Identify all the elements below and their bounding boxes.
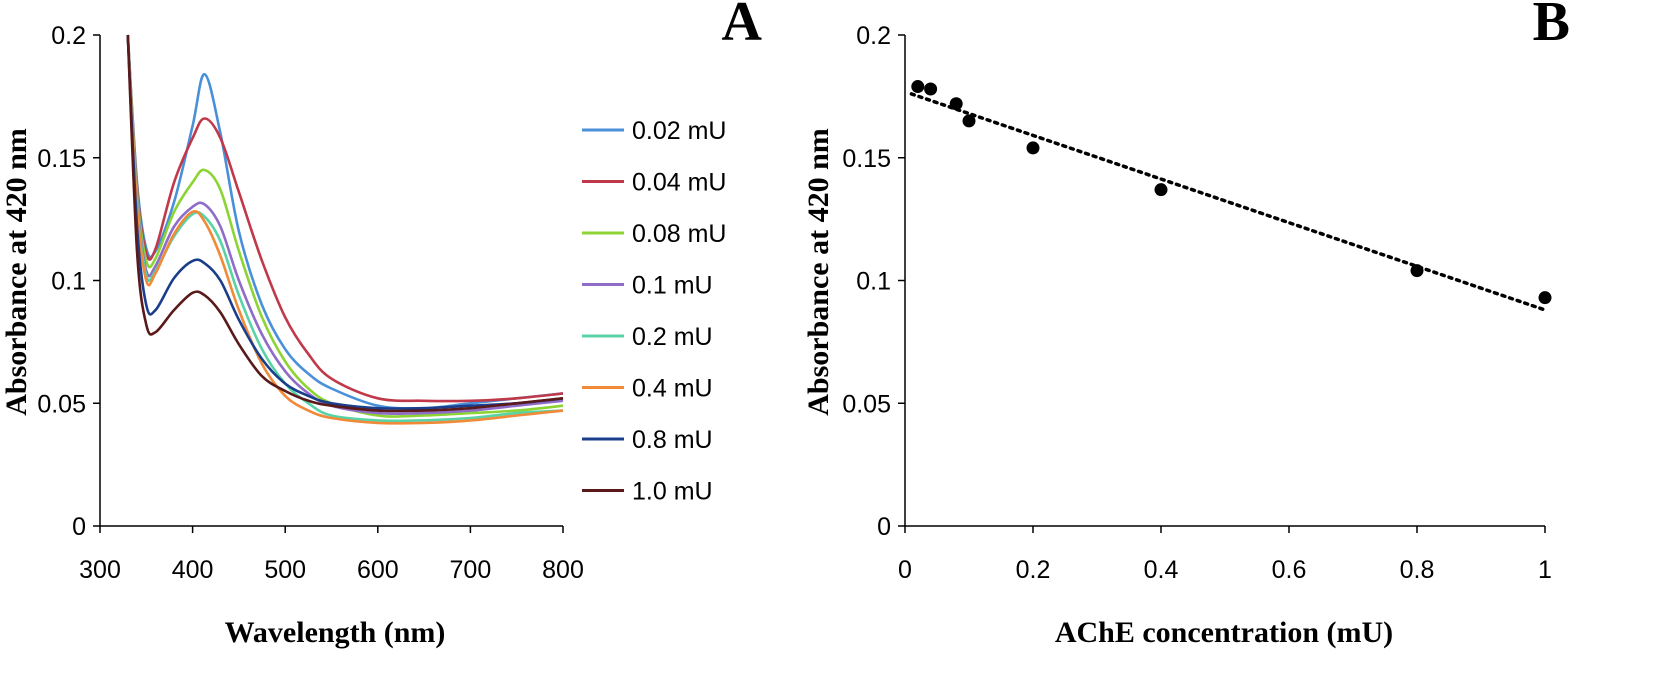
panel-a-legend: 0.02 mU 0.04 mU 0.08 mU 0.1 mU 0.2 mU 0.4 mU 0… xyxy=(582,117,726,506)
panel-a-x-tick-label: 300 xyxy=(79,556,121,584)
legend-label: 0.08 mU xyxy=(632,220,726,248)
data-point xyxy=(962,114,976,128)
panel-b-label: B xyxy=(1533,0,1570,53)
data-point xyxy=(1154,183,1168,197)
panel-a-series-lines xyxy=(126,34,564,425)
panel-b-y-tick-label: 0.15 xyxy=(842,145,891,173)
data-point xyxy=(1026,141,1040,155)
panel-a-x-tick-label: 700 xyxy=(450,556,492,584)
panel-b-y-tick-label: 0.1 xyxy=(856,268,891,296)
data-point xyxy=(911,80,925,94)
series-line-0-08-mU xyxy=(126,34,564,418)
series-line-1-0-mU xyxy=(126,34,564,413)
panel-a-y-tick-label: 0.1 xyxy=(51,268,86,296)
panel-b-trendline-group xyxy=(909,92,1547,312)
panel-b-x-tick-label: 0.8 xyxy=(1400,556,1435,584)
panel-a: A 0 0.05 0.1 0.15 0.2 300 400 500 600 700 800 0.0… xyxy=(0,0,763,649)
panel-b-y-axis-title: Absorbance at 420 nm xyxy=(802,128,835,416)
series-line-0-4-mU xyxy=(126,34,564,425)
legend-label: 0.1 mU xyxy=(632,272,713,300)
panel-a-x-axis-title: Wavelength (nm) xyxy=(225,616,446,649)
legend-label: 0.8 mU xyxy=(632,426,713,454)
panel-a-x-tick-label: 400 xyxy=(172,556,214,584)
legend-label: 0.4 mU xyxy=(632,375,713,403)
panel-b-x-tick-label: 0 xyxy=(898,556,912,584)
panel-b-x-tick-label: 0.2 xyxy=(1016,556,1051,584)
panel-b-points xyxy=(911,80,1552,305)
trendline xyxy=(909,92,1547,312)
series-line-0-1-mU xyxy=(126,34,564,416)
panel-b-x-tick-label: 0.6 xyxy=(1272,556,1307,584)
panel-a-x-tick-label: 600 xyxy=(357,556,399,584)
panel-b-x-tick-label: 0.4 xyxy=(1144,556,1179,584)
panel-b-y-ticks: 0 0.05 0.1 0.15 0.2 xyxy=(842,22,905,541)
legend-label: 0.2 mU xyxy=(632,323,713,351)
series-line-0-02-mU xyxy=(126,34,564,410)
panel-b-y-tick-label: 0.05 xyxy=(842,390,891,418)
series-line-0-04-mU xyxy=(126,34,564,403)
panel-a-y-tick-label: 0.05 xyxy=(37,390,86,418)
series-line-0-2-mU xyxy=(126,34,564,423)
panel-b-x-axis-title: AChE concentration (mU) xyxy=(1055,616,1393,649)
panel-a-label: A xyxy=(722,0,763,53)
panel-b: B 0 0.05 0.1 0.15 0.2 0 0.2 0.4 0.6 0.8 1 AChE co… xyxy=(802,0,1570,649)
panel-a-x-tick-label: 800 xyxy=(542,556,584,584)
series-line-0-8-mU xyxy=(126,34,564,410)
panel-a-y-tick-label: 0.15 xyxy=(37,145,86,173)
panel-b-x-tick-label: 1 xyxy=(1538,556,1552,584)
panel-a-y-axis-title: Absorbance at 420 nm xyxy=(0,128,33,416)
legend-label: 0.02 mU xyxy=(632,117,726,145)
data-point xyxy=(924,82,938,96)
panel-b-x-ticks: 0 0.2 0.4 0.6 0.8 1 xyxy=(898,526,1552,584)
panel-b-y-tick-label: 0.2 xyxy=(856,22,891,50)
data-point xyxy=(1410,264,1424,278)
panel-a-y-ticks: 0 0.05 0.1 0.15 0.2 xyxy=(37,22,100,541)
data-point xyxy=(1538,291,1552,305)
panel-a-y-tick-label: 0.2 xyxy=(51,22,86,50)
legend-label: 1.0 mU xyxy=(632,478,713,506)
panel-a-x-tick-label: 500 xyxy=(264,556,306,584)
panel-a-y-tick-label: 0 xyxy=(72,513,86,541)
panel-a-x-ticks: 300 400 500 600 700 800 xyxy=(79,526,584,584)
legend-label: 0.04 mU xyxy=(632,169,726,197)
panel-b-y-tick-label: 0 xyxy=(877,513,891,541)
data-point xyxy=(949,97,963,111)
